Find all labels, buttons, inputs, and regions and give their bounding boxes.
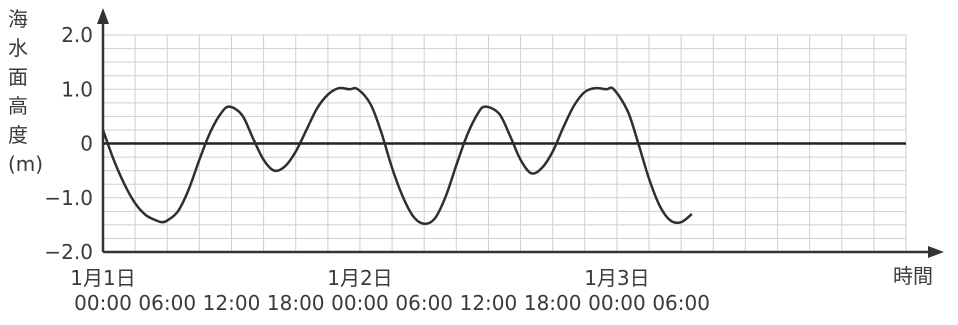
- x-tick-date-label: 1月1日: [70, 266, 135, 290]
- sea-level-series-line: [101, 86, 693, 226]
- y-axis-title-char: 水: [8, 36, 28, 60]
- x-tick-time-label: 00:00: [74, 291, 132, 315]
- y-tick-label: −2.0: [44, 240, 93, 264]
- x-tick-date-label: 1月3日: [584, 266, 649, 290]
- x-tick-time-label: 18:00: [267, 291, 325, 315]
- x-tick-time-label: 12:00: [460, 291, 518, 315]
- x-tick-date-label: 1月2日: [327, 266, 392, 290]
- x-tick-time-label: 00:00: [331, 291, 389, 315]
- x-axis-title: 時間: [893, 264, 933, 288]
- x-tick-time-label: 06:00: [395, 291, 453, 315]
- y-axis-title-char: 海: [8, 7, 28, 31]
- x-tick-time-label: 06:00: [138, 291, 196, 315]
- y-axis-arrow: [97, 8, 109, 24]
- series-layer: [101, 86, 693, 226]
- x-tick-time-label: 18:00: [524, 291, 582, 315]
- y-axis-title-char: 高: [8, 94, 28, 118]
- y-axis-title-char: 面: [8, 65, 28, 89]
- x-axis-arrow: [928, 246, 944, 258]
- y-tick-label: −1.0: [44, 186, 93, 210]
- x-tick-time-label: 00:00: [588, 291, 646, 315]
- y-tick-labels: 2.0 1.0 0 −1.0 −2.0: [44, 23, 93, 264]
- x-tick-time-label: 12:00: [203, 291, 261, 315]
- y-tick-label: 0: [80, 132, 93, 156]
- y-axis-title-char: 度: [8, 123, 28, 147]
- x-tick-time-label: 06:00: [652, 291, 710, 315]
- axes: [97, 8, 944, 258]
- y-axis-title-char: (m): [8, 152, 43, 176]
- y-tick-label: 1.0: [61, 77, 93, 101]
- y-tick-label: 2.0: [61, 23, 93, 47]
